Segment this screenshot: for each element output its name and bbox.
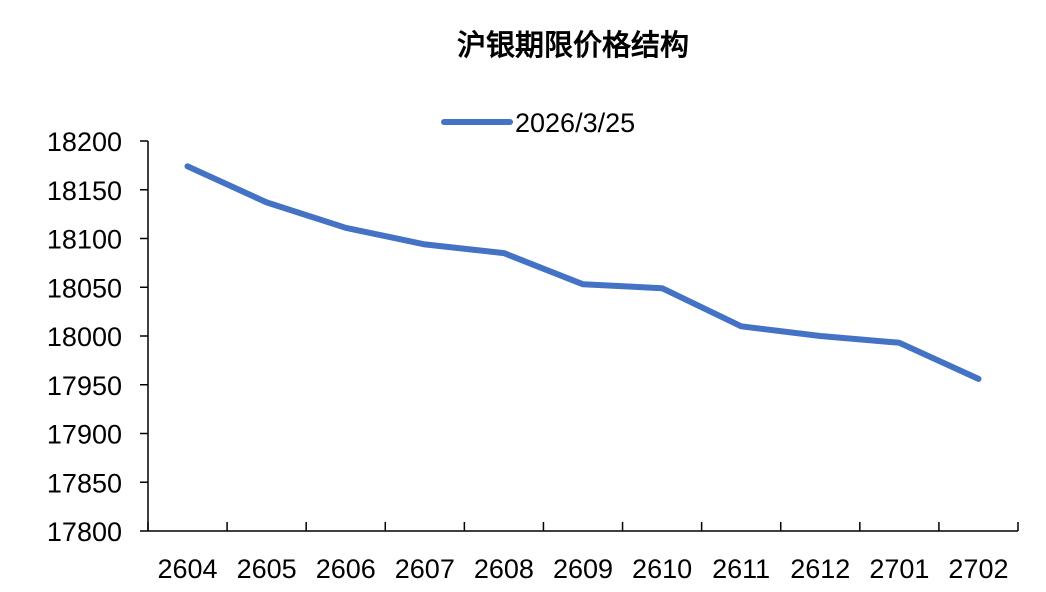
- x-tick-label: 2612: [790, 554, 850, 584]
- data-point: [975, 376, 981, 382]
- y-tick-label: 17900: [47, 420, 122, 450]
- y-tick-label: 18000: [47, 322, 122, 352]
- y-tick-label: 18200: [47, 127, 122, 157]
- data-point: [422, 241, 428, 247]
- y-tick-label: 17950: [47, 371, 122, 401]
- legend-label: 2026/3/25: [515, 108, 635, 138]
- data-point: [817, 333, 823, 339]
- x-tick-label: 2607: [395, 554, 455, 584]
- x-tick-label: 2701: [869, 554, 929, 584]
- y-axis: 17800 17850 17900 17950 18000 18050 18100 18150…: [47, 127, 149, 547]
- data-point: [896, 340, 902, 346]
- y-tick-label: 18100: [47, 225, 122, 255]
- data-point: [185, 163, 191, 169]
- chart-title: 沪银期限价格结构: [457, 28, 689, 62]
- x-tick-label: 2611: [712, 554, 770, 584]
- data-point: [343, 225, 349, 231]
- y-tick-label: 17850: [47, 468, 122, 498]
- data-point: [659, 285, 665, 291]
- data-point: [501, 250, 507, 256]
- chart-legend: 2026/3/25: [441, 108, 635, 138]
- y-tick-label: 18150: [47, 176, 122, 206]
- x-axis: 2604 2605 2606 2607 2608 2609 2610 2611 2612 2701…: [147, 522, 1019, 584]
- x-tick-label: 2702: [948, 554, 1008, 584]
- x-tick-label: 2606: [316, 554, 376, 584]
- data-point: [264, 199, 270, 205]
- data-point: [580, 281, 586, 287]
- x-tick-label: 2610: [632, 554, 692, 584]
- y-tick-label: 18050: [47, 273, 122, 303]
- data-point: [738, 323, 744, 329]
- series-line: [184, 163, 982, 382]
- x-tick-label: 2608: [474, 554, 534, 584]
- x-tick-label: 2604: [158, 554, 218, 584]
- x-tick-label: 2609: [553, 554, 613, 584]
- x-tick-label: 2605: [237, 554, 297, 584]
- plot-area: [184, 163, 982, 382]
- y-tick-label: 17800: [47, 517, 122, 547]
